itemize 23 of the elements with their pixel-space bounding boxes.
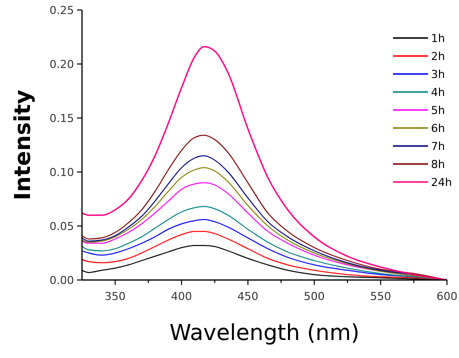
x-tick-label: 600 — [436, 290, 458, 303]
x-tick-label: 350 — [104, 290, 126, 303]
legend-label: 3h — [431, 68, 445, 81]
x-tick-label: 550 — [370, 290, 392, 303]
legend-label: 6h — [431, 122, 445, 135]
y-tick-label: 0.25 — [50, 4, 74, 17]
legend-label: 2h — [431, 50, 445, 63]
legend-label: 5h — [431, 104, 445, 117]
legend-label: 1h — [431, 32, 445, 45]
legend-label: 24h — [431, 176, 452, 189]
legend-label: 4h — [431, 86, 445, 99]
y-tick-label: 0.05 — [50, 220, 74, 233]
x-tick-label: 400 — [171, 290, 192, 303]
x-axis-title: Wavelength (nm) — [169, 321, 360, 346]
y-tick-label: 0.20 — [50, 58, 74, 71]
y-tick-label: 0.15 — [50, 112, 74, 125]
y-tick-label: 0.00 — [50, 274, 74, 287]
y-tick-label: 0.10 — [50, 166, 74, 179]
y-axis-title: Intensity — [11, 90, 36, 200]
x-tick-label: 500 — [304, 290, 325, 303]
legend-label: 8h — [431, 158, 445, 171]
x-tick-label: 450 — [237, 290, 258, 303]
legend-label: 7h — [431, 140, 445, 153]
